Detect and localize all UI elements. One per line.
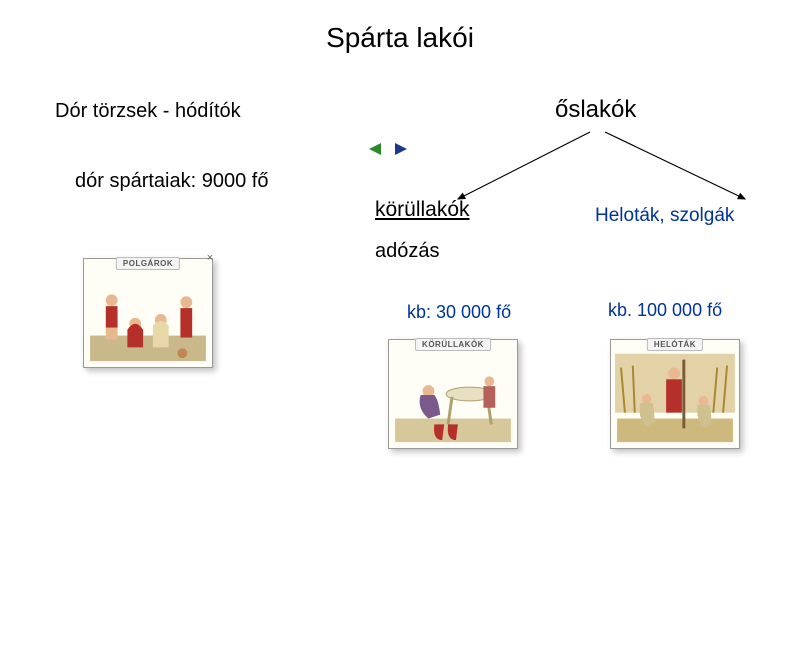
close-icon[interactable]: ×: [204, 253, 216, 265]
right-count: kb. 100 000 fő: [608, 300, 722, 321]
split-lines: [450, 129, 760, 204]
card-tab: HELÓTÁK: [647, 338, 703, 351]
left-subheading: dór spártaiak: 9000 fő: [75, 170, 268, 193]
mid-count: kb: 30 000 fő: [407, 302, 511, 323]
card-tab: POLGÁROK: [116, 257, 180, 270]
illustration-helotak: [611, 340, 739, 448]
mid-sub: adózás: [375, 240, 440, 263]
right-heading: őslakók: [555, 96, 636, 124]
page-title: Spárta lakói: [0, 22, 800, 54]
card-korullakok: KÖRÜLLAKÓK: [388, 339, 518, 449]
illustration-polgarok: [84, 259, 212, 367]
card-tab: KÖRÜLLAKÓK: [415, 338, 491, 351]
right-label: Heloták, szolgák: [595, 205, 734, 227]
mid-label: körüllakók: [375, 198, 470, 222]
card-helotak: HELÓTÁK: [610, 339, 740, 449]
nav-arrows: [369, 142, 407, 154]
card-polgarok: POLGÁROK ×: [83, 258, 213, 368]
arrow-right-icon[interactable]: [395, 142, 407, 154]
left-heading: Dór törzsek - hódítók: [55, 100, 241, 123]
illustration-korullakok: [389, 340, 517, 448]
arrow-left-icon[interactable]: [369, 142, 381, 154]
